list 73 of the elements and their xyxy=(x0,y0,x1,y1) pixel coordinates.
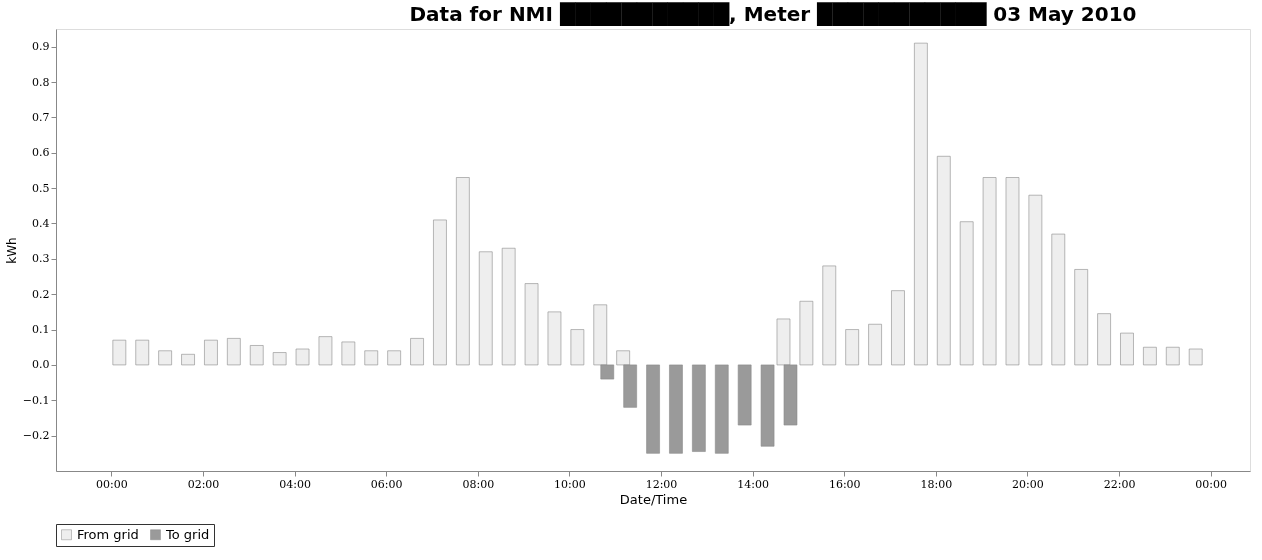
bar xyxy=(501,247,516,366)
bar xyxy=(959,221,974,366)
x-tick-label: 20:00 xyxy=(1012,477,1044,491)
bar xyxy=(410,338,424,366)
legend-label: From grid xyxy=(77,526,139,542)
bar xyxy=(204,339,218,366)
bar xyxy=(982,177,997,366)
bar xyxy=(341,341,356,366)
x-tick-label: 02:00 xyxy=(187,477,220,491)
bar xyxy=(1005,177,1020,366)
y-tick-label: 0.6 xyxy=(32,146,50,160)
x-tick-label: 04:00 xyxy=(279,477,311,491)
x-tick-label: 00:00 xyxy=(1195,477,1227,491)
chart-title: Data for NMI ███████████, Meter ███████████ 03 May 2010 xyxy=(409,2,1137,26)
bar xyxy=(478,251,493,366)
bar xyxy=(272,352,287,366)
bar xyxy=(1120,332,1134,366)
y-tick-label: 0.2 xyxy=(32,287,50,301)
bar xyxy=(714,364,729,454)
y-tick-label: 0.5 xyxy=(32,181,50,195)
y-tick-label: 0.3 xyxy=(32,252,50,266)
bar xyxy=(737,364,752,426)
bar xyxy=(822,265,837,366)
bar xyxy=(547,311,562,366)
y-tick-label: 0.1 xyxy=(32,323,50,337)
y-tick-label: 0.8 xyxy=(32,75,50,89)
bar xyxy=(456,177,470,366)
x-axis-title: Date/Time xyxy=(619,491,688,507)
y-tick-label: 0.9 xyxy=(32,40,50,54)
x-tick-label: 22:00 xyxy=(1103,477,1136,491)
bar xyxy=(433,219,447,366)
bar xyxy=(1097,313,1111,366)
bar xyxy=(112,339,127,366)
bar xyxy=(227,338,241,366)
bar xyxy=(1074,269,1088,366)
bar xyxy=(845,329,859,366)
bar xyxy=(914,42,928,366)
y-axis-title: kWh xyxy=(4,237,19,264)
bar xyxy=(669,364,683,454)
bar xyxy=(570,329,585,366)
x-tick-label: 14:00 xyxy=(737,477,769,491)
y-tick-label: −0.2 xyxy=(22,429,50,443)
bar xyxy=(181,354,195,366)
bar xyxy=(295,348,310,366)
x-tick-label: 08:00 xyxy=(462,477,495,491)
bar xyxy=(249,345,264,366)
bar xyxy=(158,350,172,366)
bar xyxy=(646,364,660,454)
bar xyxy=(364,350,379,366)
legend-label: To grid xyxy=(165,526,210,542)
bar xyxy=(318,336,333,366)
bar xyxy=(1166,346,1180,366)
x-tick-label: 12:00 xyxy=(645,477,678,491)
bar xyxy=(891,290,905,366)
y-tick-label: 0.7 xyxy=(32,110,50,124)
y-tick-label: 0.0 xyxy=(32,358,50,372)
bar xyxy=(868,323,882,366)
bar xyxy=(936,156,951,366)
bar xyxy=(135,339,150,366)
bar xyxy=(692,364,706,452)
y-tick-label: 0.4 xyxy=(32,216,50,230)
x-tick-label: 16:00 xyxy=(828,477,861,491)
bar xyxy=(1188,348,1203,366)
x-tick-label: 06:00 xyxy=(370,477,403,491)
bar xyxy=(387,350,401,366)
bar xyxy=(524,283,539,366)
bar xyxy=(1051,233,1066,366)
x-tick-label: 18:00 xyxy=(920,477,953,491)
x-tick-label: 10:00 xyxy=(554,477,586,491)
bar xyxy=(1143,346,1157,366)
x-tick-label: 00:00 xyxy=(96,477,128,491)
y-tick-label: −0.1 xyxy=(22,393,50,407)
bar xyxy=(1028,194,1043,366)
